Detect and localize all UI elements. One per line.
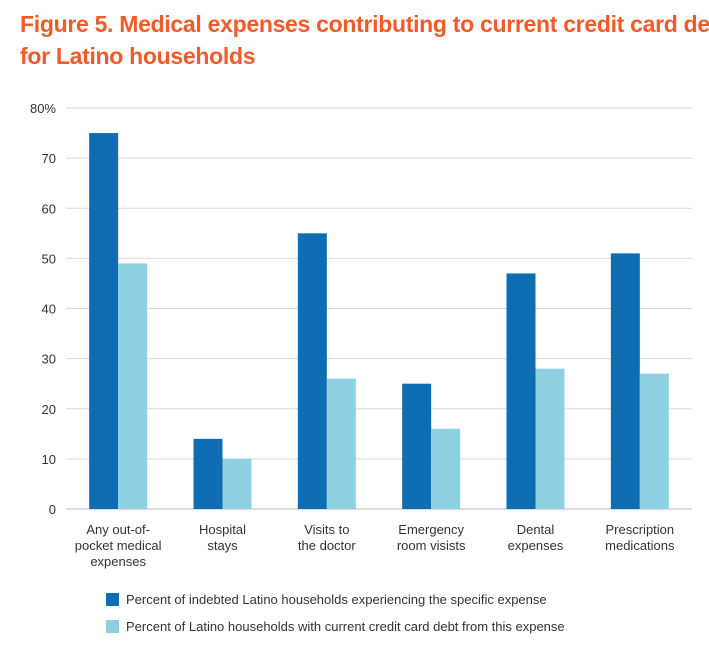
- x-category-label: Any out-of-pocket medical expenses: [75, 522, 162, 569]
- legend: Percent of indebted Latino households ex…: [106, 590, 565, 644]
- bar-series-2-category-1: [118, 263, 148, 509]
- x-category-label: Hospital stays: [199, 522, 246, 553]
- chart-title-line-1: Figure 5. Medical expenses contributing …: [20, 11, 709, 37]
- x-category-label: Visits to the doctor: [298, 522, 356, 553]
- bar-chart: 0 10 20 30 40 50 60 70 80% Any out-of-pocket medi…: [30, 101, 692, 569]
- bar-series-1-category-1: [89, 133, 119, 509]
- legend-label-series-1: Percent of indebted Latino households ex…: [126, 591, 547, 607]
- x-category-label-line: room visists: [397, 538, 466, 553]
- y-tick-label: 10: [42, 452, 56, 467]
- chart-title: Figure 5. Medical expenses contributing …: [20, 8, 709, 72]
- y-tick-label: 50: [42, 251, 56, 266]
- y-tick-label: 80%: [30, 101, 56, 116]
- legend-swatch-series-1: [106, 592, 119, 606]
- x-category-label-line: Dental: [517, 522, 555, 537]
- legend-swatch-series-2: [106, 619, 119, 633]
- bar-series-1-category-4: [402, 383, 432, 509]
- y-tick-label: 40: [42, 302, 56, 317]
- bar-series-2-category-4: [431, 428, 461, 509]
- legend-label-series-2: Percent of Latino households with curren…: [126, 618, 565, 634]
- bar-series-1-category-3: [297, 233, 327, 509]
- x-category-label: Dental expenses: [508, 522, 564, 553]
- y-tick-label: 70: [42, 151, 56, 166]
- x-category-label-line: the doctor: [298, 538, 356, 553]
- x-category-label-line: Hospital: [199, 522, 246, 537]
- bar-series-1-category-5: [506, 273, 536, 509]
- y-tick-label: 0: [49, 502, 56, 517]
- x-category-label: Prescription medications: [605, 522, 675, 553]
- bar-series-1-category-2: [193, 438, 223, 509]
- x-category-label-line: Visits to: [304, 522, 349, 537]
- legend-item-series-2: Percent of Latino households with curren…: [106, 617, 565, 635]
- bar-series-1-category-6: [610, 253, 640, 509]
- bar-series-2-category-2: [222, 458, 252, 509]
- x-category-label-line: Emergency: [398, 522, 464, 537]
- bar-series-2-category-3: [326, 378, 356, 509]
- chart-title-line-2: for Latino households: [20, 43, 256, 69]
- y-tick-label: 20: [42, 402, 56, 417]
- bar-series-2-category-5: [535, 368, 565, 509]
- x-category-label-line: pocket medical: [75, 538, 162, 553]
- x-category-label-line: Prescription: [606, 522, 675, 537]
- y-tick-label: 60: [42, 201, 56, 216]
- x-category-label-line: medications: [605, 538, 675, 553]
- bar-series-2-category-6: [639, 373, 669, 509]
- y-tick-label: 30: [42, 352, 56, 367]
- x-category-label-line: expenses: [508, 538, 564, 553]
- x-category-label-line: expenses: [90, 554, 146, 569]
- x-category-label-line: stays: [207, 538, 238, 553]
- x-category-label-line: Any out-of-: [86, 522, 150, 537]
- legend-item-series-1: Percent of indebted Latino households ex…: [106, 590, 565, 608]
- x-category-label: Emergency room visists: [397, 522, 466, 553]
